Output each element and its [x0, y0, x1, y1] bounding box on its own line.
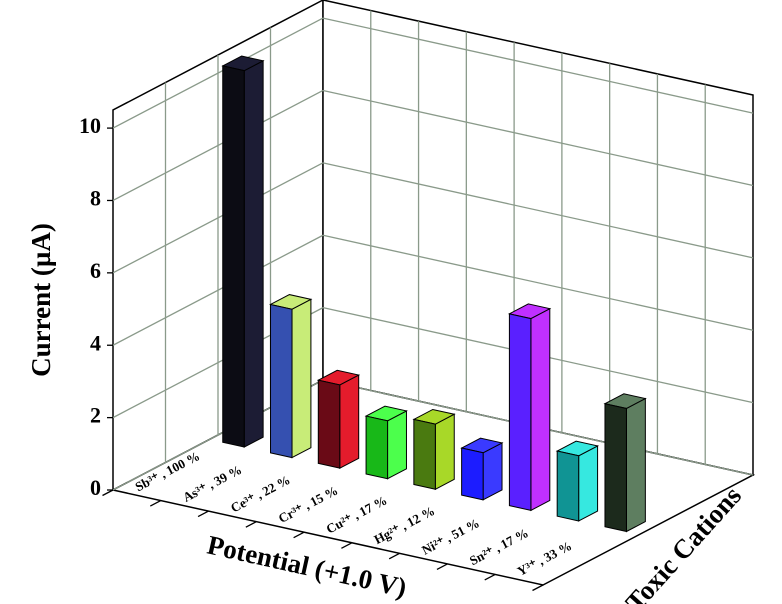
y-axis-title: Current (µA): [26, 223, 56, 377]
bar-side: [434, 413, 455, 491]
y-tick-label: 10: [79, 113, 101, 138]
bar-front: [317, 379, 341, 469]
bar-front: [556, 450, 580, 522]
bar-front: [365, 415, 389, 480]
y-tick-label: 4: [90, 330, 101, 355]
grid-line: [322, 89, 754, 187]
bar-front: [270, 303, 293, 459]
x-edge-tick: [341, 542, 353, 549]
bar-side: [291, 298, 312, 459]
grid-line: [112, 234, 324, 346]
grid-line: [112, 162, 324, 274]
x-edge-tick: [197, 510, 209, 518]
grid-line: [322, 234, 754, 331]
grid-line: [112, 17, 324, 129]
x-edge-tick: [436, 563, 448, 570]
x-edge-tick: [532, 584, 544, 592]
bar-side: [243, 59, 264, 448]
bar-front: [508, 313, 532, 512]
grid-line: [112, 89, 324, 202]
bar-front: [604, 403, 627, 533]
bar-side: [530, 307, 551, 512]
x-edge-tick: [102, 489, 114, 497]
x-edge-tick: [484, 573, 496, 581]
x-edge-tick: [149, 499, 162, 507]
y-tick-label: 6: [90, 258, 101, 283]
grid-line: [322, 17, 754, 114]
x-edge-tick: [388, 552, 400, 560]
bar-front: [413, 418, 436, 490]
grid-line: [322, 162, 754, 259]
y-tick-label: 0: [90, 475, 101, 500]
bar-side: [625, 397, 646, 533]
bar-front: [222, 65, 245, 448]
x-edge-tick: [245, 521, 257, 528]
bar-side: [339, 374, 360, 469]
x-edge-tick: [293, 531, 305, 539]
y-tick-label: 8: [90, 186, 101, 211]
bar-side: [387, 410, 407, 480]
bar-side: [578, 445, 599, 522]
y-tick-label: 2: [90, 403, 101, 428]
bar-front: [461, 447, 484, 501]
